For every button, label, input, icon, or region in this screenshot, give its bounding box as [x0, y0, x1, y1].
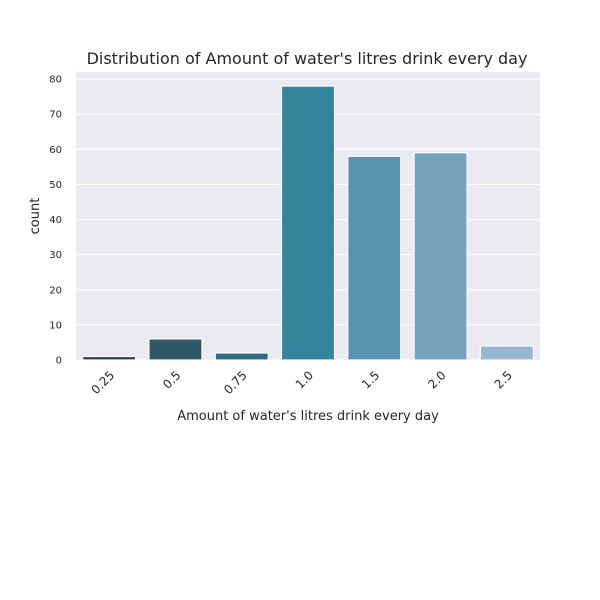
y-tick-label: 0: [56, 356, 62, 367]
y-tick-label: 60: [49, 145, 62, 156]
bar-1.5: [347, 155, 402, 361]
x-tick-labels: 0.25 0.5 0.75 1.0 1.5 2.0 2.5: [88, 368, 515, 397]
y-tick-label: 20: [49, 285, 62, 296]
x-axis-label: Amount of water's litres drink every day: [177, 409, 439, 424]
chart-title: Distribution of Amount of water's litres…: [87, 49, 528, 68]
y-tick-label: 10: [49, 320, 62, 331]
y-tick-label: 70: [49, 110, 62, 121]
x-tick-label: 1.0: [293, 368, 316, 391]
x-tick-label: 0.75: [221, 368, 250, 397]
y-tick-label: 80: [49, 75, 62, 86]
x-tick-label: 2.5: [492, 368, 515, 391]
bars: [82, 85, 534, 361]
y-tick-label: 30: [49, 250, 62, 261]
x-tick-label: 2.0: [425, 368, 448, 391]
bar-1.0: [280, 85, 336, 361]
x-tick-label: 1.5: [359, 368, 382, 391]
bar-0.5: [148, 338, 203, 361]
bar-0.25: [82, 355, 137, 361]
y-axis-label: count: [28, 198, 43, 235]
x-tick-label: 0.25: [88, 368, 117, 397]
bar-2.0: [413, 152, 468, 361]
bar-2.5: [479, 345, 534, 361]
x-tick-label: 0.5: [160, 368, 183, 391]
bar-0.75: [214, 352, 269, 361]
y-tick-label: 50: [49, 180, 62, 191]
y-tick-labels: 0 10 20 30 40 50 60 70 80: [49, 75, 62, 367]
y-tick-label: 40: [49, 215, 62, 226]
